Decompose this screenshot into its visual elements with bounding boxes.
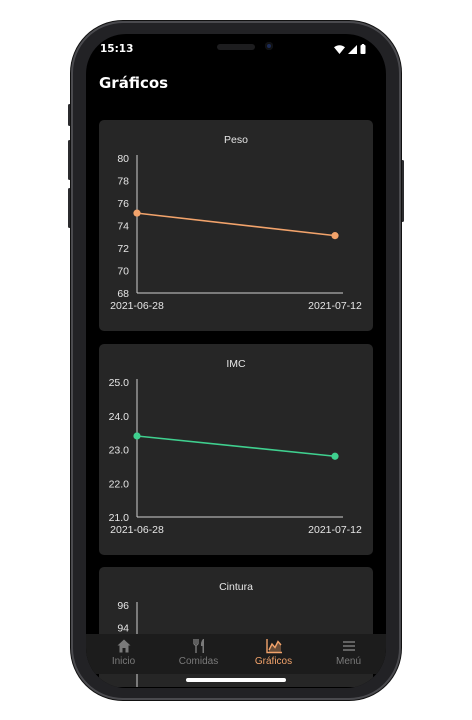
x-tick-label: 2021-06-28	[110, 524, 164, 536]
y-tick-label: 72	[117, 243, 129, 255]
status-time: 15:13	[100, 43, 134, 55]
front-camera	[265, 42, 273, 50]
y-tick-label: 70	[117, 266, 129, 278]
home-indicator	[186, 678, 286, 682]
chart-title: IMC	[226, 358, 246, 370]
x-tick-label: 2021-07-12	[308, 524, 362, 536]
utensils-icon	[192, 639, 204, 653]
series-line	[136, 435, 336, 458]
y-tick-label: 96	[117, 600, 129, 612]
chart-title: Cintura	[219, 581, 253, 593]
y-tick-label: 76	[117, 198, 129, 210]
x-tick-label: 2021-07-12	[308, 300, 362, 312]
y-tick-label: 24.0	[109, 411, 130, 423]
y-tick-label: 78	[117, 176, 129, 188]
nav-label-comidas: Comidas	[178, 656, 219, 667]
y-tick-label: 80	[117, 153, 129, 165]
data-point	[331, 452, 339, 460]
wifi-icon	[334, 44, 345, 54]
menu-icon	[342, 641, 355, 651]
page-title: Gráficos	[99, 74, 169, 92]
y-tick-label: 94	[117, 623, 129, 635]
battery-icon	[360, 44, 366, 54]
volume-down-button	[68, 188, 71, 228]
y-tick-label: 74	[117, 221, 129, 233]
data-point	[133, 209, 141, 217]
chart-card-imc: IMC 25.0 24.0 23.0 22.0 21.0 2021-06-28 2021-07…	[99, 344, 373, 555]
app-screen: 15:13 Gráficos Peso 80 78 76 74 72 70 68 2021-06…	[86, 34, 386, 688]
y-tick-label: 68	[117, 288, 129, 300]
series-line	[136, 212, 336, 237]
bottom-nav: Inicio Comidas Gráficos Menú	[86, 634, 386, 674]
chart-title: Peso	[224, 134, 248, 146]
mute-switch	[68, 104, 71, 126]
signal-icon	[348, 44, 357, 54]
data-point	[133, 432, 141, 440]
nav-label-inicio: Inicio	[111, 656, 136, 667]
status-bar: 15:13	[86, 34, 386, 64]
chart-icon	[265, 639, 282, 654]
nav-label-menu: Menú	[335, 656, 361, 667]
home-icon	[117, 639, 130, 653]
nav-item-graficos[interactable]: Gráficos	[236, 634, 311, 674]
nav-label-graficos: Gráficos	[254, 656, 293, 667]
volume-up-button	[68, 140, 71, 180]
data-point	[331, 232, 339, 240]
speaker-grille	[217, 44, 255, 50]
y-tick-label: 22.0	[109, 478, 130, 490]
y-tick-label: 23.0	[109, 445, 130, 457]
nav-item-menu[interactable]: Menú	[311, 634, 386, 674]
y-tick-label: 25.0	[109, 377, 130, 389]
nav-item-comidas[interactable]: Comidas	[161, 634, 236, 674]
status-icons	[334, 44, 366, 54]
x-tick-label: 2021-06-28	[110, 300, 164, 312]
y-tick-label: 21.0	[109, 512, 130, 524]
nav-item-inicio[interactable]: Inicio	[86, 634, 161, 674]
power-button	[401, 160, 404, 222]
chart-card-peso: Peso 80 78 76 74 72 70 68 2021-06-28 2021-07-12	[99, 120, 373, 331]
